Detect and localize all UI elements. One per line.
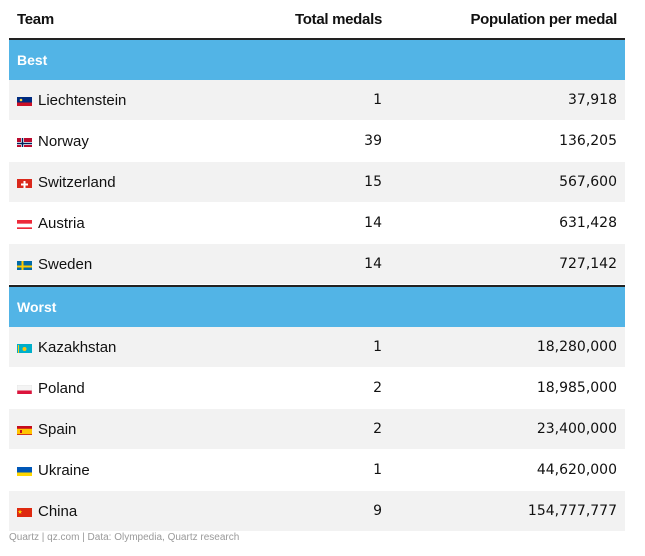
table-row: Ukraine 1 44,620,000 [9, 450, 625, 491]
total-medals-cell: 14 [364, 215, 382, 231]
population-per-medal-cell: 44,620,000 [536, 462, 617, 478]
population-per-medal-cell: 727,142 [559, 256, 617, 272]
section-worst: Worst [9, 287, 625, 327]
population-per-medal-cell: 136,205 [559, 133, 617, 149]
total-medals-cell: 2 [373, 380, 382, 396]
liechtenstein-flag-icon [17, 95, 32, 106]
total-medals-cell: 9 [373, 503, 382, 519]
population-per-medal-cell: 37,918 [568, 92, 617, 108]
population-per-medal-cell: 23,400,000 [536, 421, 617, 437]
spain-flag-icon [17, 424, 32, 435]
table-row: Poland 2 18,985,000 [9, 368, 625, 409]
ukraine-flag-icon [17, 465, 32, 476]
total-medals-cell: 15 [364, 174, 382, 190]
population-per-medal-cell: 18,280,000 [536, 339, 617, 355]
team-cell: Spain [9, 421, 212, 438]
total-medals-cell: 14 [364, 256, 382, 272]
table-row: Switzerland 15 567,600 [9, 162, 625, 203]
team-name: Ukraine [38, 461, 90, 479]
kazakhstan-flag-icon [17, 342, 32, 353]
table-row: Austria 14 631,428 [9, 203, 625, 244]
header-team: Team [17, 10, 54, 28]
table-row: Norway 39 136,205 [9, 121, 625, 162]
austria-flag-icon [17, 218, 32, 229]
china-flag-icon [17, 506, 32, 517]
medals-table: Team Total medals Population per medal B… [9, 0, 625, 532]
table-row: Sweden 14 727,142 [9, 244, 625, 285]
table-row: China 9 154,777,777 [9, 491, 625, 532]
best-rows: Liechtenstein 1 37,918 Norway 39 136,205 Switz… [9, 80, 625, 285]
team-cell: Norway [9, 133, 212, 150]
population-per-medal-cell: 567,600 [559, 174, 617, 190]
source-footer: Quartz | qz.com | Data: Olympedia, Quart… [9, 532, 240, 543]
team-name: Liechtenstein [38, 91, 127, 109]
team-cell: Poland [9, 380, 212, 397]
header-population-per-medal: Population per medal [470, 10, 617, 28]
total-medals-cell: 2 [373, 421, 382, 437]
team-name: Sweden [38, 255, 93, 273]
team-name: Switzerland [38, 173, 116, 191]
team-name: Norway [38, 132, 89, 150]
poland-flag-icon [17, 383, 32, 394]
norway-flag-icon [17, 136, 32, 147]
table-header: Team Total medals Population per medal [9, 0, 625, 40]
header-total-medals: Total medals [295, 10, 382, 28]
team-cell: Liechtenstein [9, 92, 212, 109]
team-name: China [38, 502, 78, 520]
section-best: Best [9, 40, 625, 80]
team-cell: Switzerland [9, 174, 212, 191]
sweden-flag-icon [17, 259, 32, 270]
table-row: Kazakhstan 1 18,280,000 [9, 327, 625, 368]
total-medals-cell: 1 [373, 92, 382, 108]
team-cell: Ukraine [9, 462, 212, 479]
population-per-medal-cell: 154,777,777 [527, 503, 617, 519]
team-cell: China [9, 503, 212, 520]
worst-rows: Kazakhstan 1 18,280,000 Poland 2 18,985,000 Sp… [9, 327, 625, 532]
population-per-medal-cell: 18,985,000 [536, 380, 617, 396]
table-row: Liechtenstein 1 37,918 [9, 80, 625, 121]
team-name: Spain [38, 420, 77, 438]
team-cell: Kazakhstan [9, 339, 212, 356]
total-medals-cell: 1 [373, 462, 382, 478]
team-cell: Austria [9, 215, 212, 232]
table-row: Spain 2 23,400,000 [9, 409, 625, 450]
team-name: Kazakhstan [38, 338, 117, 356]
total-medals-cell: 1 [373, 339, 382, 355]
section-divider [9, 285, 625, 287]
total-medals-cell: 39 [364, 133, 382, 149]
team-name: Poland [38, 379, 85, 397]
population-per-medal-cell: 631,428 [559, 215, 617, 231]
team-name: Austria [38, 214, 85, 232]
switzerland-flag-icon [17, 177, 32, 188]
team-cell: Sweden [9, 256, 212, 273]
